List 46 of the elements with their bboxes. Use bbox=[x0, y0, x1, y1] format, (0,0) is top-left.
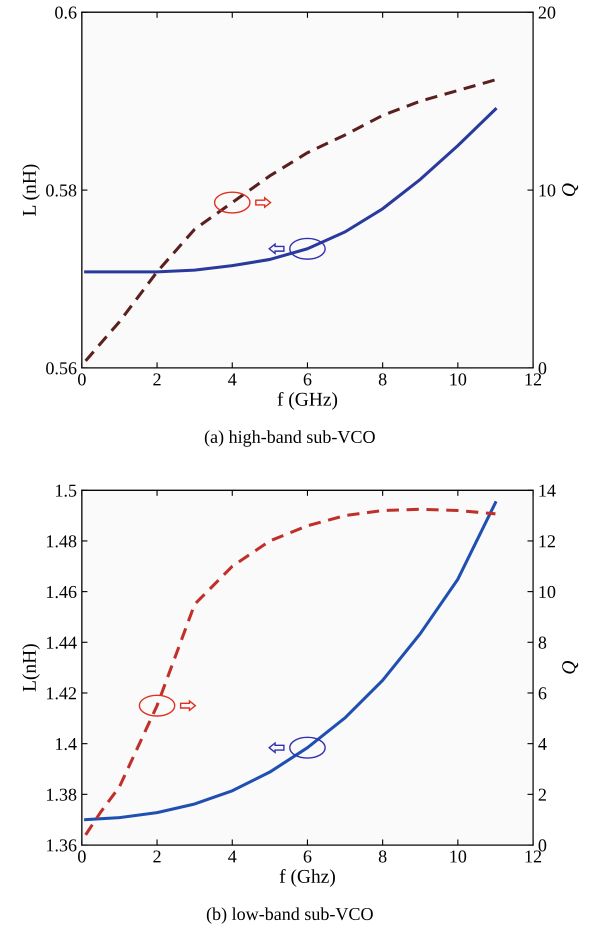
y2-tick-label: 14 bbox=[539, 484, 556, 497]
y-tick-label: 1.4 bbox=[56, 738, 77, 750]
x-tick-label: 0 bbox=[78, 373, 86, 386]
y-tick-label: 0.58 bbox=[46, 184, 76, 197]
x-tick-label: 4 bbox=[228, 373, 236, 386]
y2-axis-title: Q bbox=[562, 183, 578, 196]
x-tick-label: 2 bbox=[153, 850, 161, 862]
x-tick-label: 8 bbox=[378, 850, 386, 863]
x-tick-label: 0 bbox=[78, 850, 86, 863]
y-axis-title: L (nH) bbox=[22, 164, 40, 216]
y-tick-label: 1.44 bbox=[47, 636, 77, 649]
x-tick-label: 4 bbox=[228, 850, 236, 862]
x-axis-title: f (GHz) bbox=[278, 392, 338, 410]
y2-tick-label: 2 bbox=[538, 788, 546, 801]
y-tick-label: 1.38 bbox=[47, 788, 76, 801]
y-tick-label: 1.42 bbox=[47, 687, 76, 700]
y2-tick-label: 4 bbox=[538, 738, 547, 750]
y-tick-label: 0.56 bbox=[46, 362, 76, 374]
text: (a) high-band sub-VCO bbox=[204, 430, 375, 447]
y-tick-label: 1.5 bbox=[56, 484, 76, 497]
y2-axis-title: Q bbox=[562, 660, 578, 674]
x-tick-label: 6 bbox=[304, 373, 312, 386]
x-tick-label: 8 bbox=[378, 373, 386, 386]
y-tick-label: 1.36 bbox=[47, 839, 76, 852]
y2-tick-label: 8 bbox=[538, 636, 546, 649]
x-tick-label: 6 bbox=[304, 850, 312, 863]
y2-tick-label: 10 bbox=[539, 586, 556, 598]
x-axis-title: f (Ghz) bbox=[280, 869, 335, 887]
y-axis-title: L(nH) bbox=[22, 644, 40, 692]
y2-tick-label: 6 bbox=[538, 687, 546, 700]
line-series bbox=[84, 78, 497, 362]
x-tick-label: 2 bbox=[153, 373, 161, 386]
y-tick-label: 0.6 bbox=[55, 6, 76, 19]
x-tick-label: 12 bbox=[526, 850, 542, 862]
x-tick-label: 12 bbox=[526, 373, 542, 386]
line-series bbox=[84, 108, 497, 274]
y2-tick-label: 12 bbox=[539, 535, 555, 548]
x-tick-label: 10 bbox=[450, 850, 466, 863]
y2-tick-label: 0 bbox=[538, 362, 546, 374]
x-tick-label: 10 bbox=[450, 373, 466, 386]
y2-tick-label: 20 bbox=[538, 6, 556, 19]
text: (b) low-band sub-VCO bbox=[206, 907, 373, 924]
y2-tick-label: 0 bbox=[538, 839, 546, 852]
y-tick-label: 1.48 bbox=[47, 535, 76, 548]
y-tick-label: 1.46 bbox=[47, 586, 76, 598]
y2-tick-label: 10 bbox=[539, 184, 556, 197]
